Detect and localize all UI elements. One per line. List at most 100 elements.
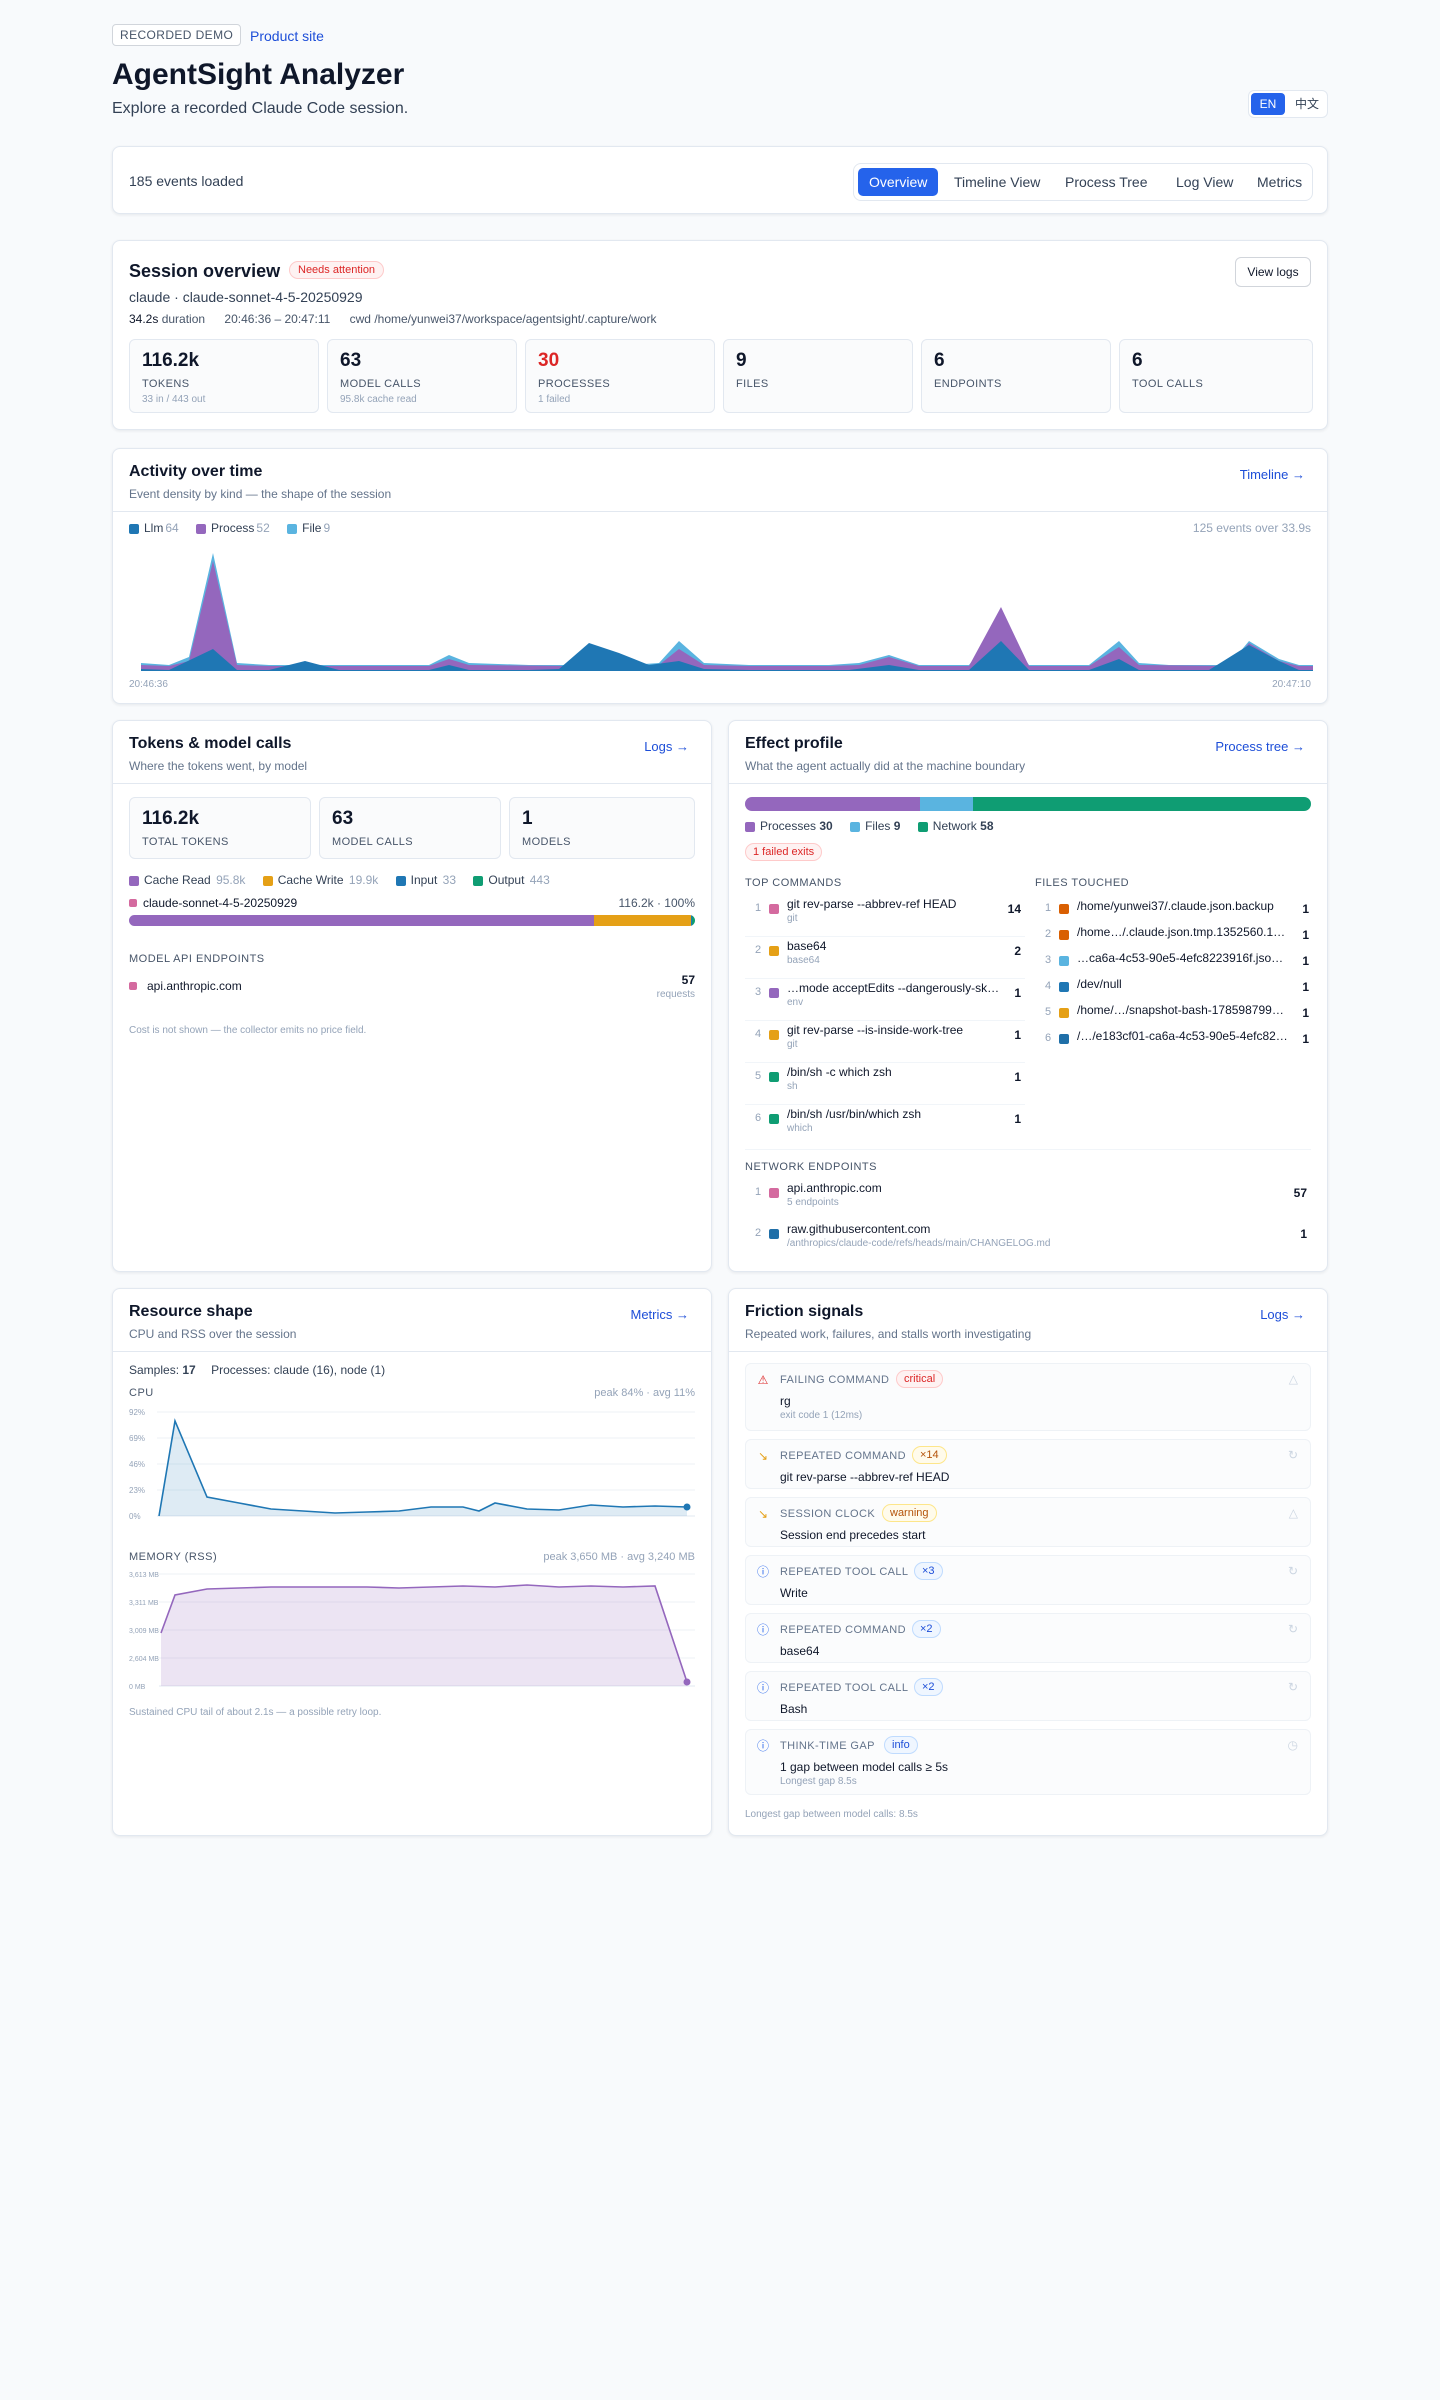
stat-total-tokens: 116.2k TOTAL TOKENS xyxy=(129,797,311,859)
file-count: 1 xyxy=(1302,902,1309,916)
lang-zh-button[interactable]: 中文 xyxy=(1294,97,1319,111)
friction-signal[interactable]: ↘ SESSION CLOCK warning Session end prec… xyxy=(745,1497,1311,1547)
processes-summary: Processes: claude (16), node (1) xyxy=(211,1363,386,1377)
tab-log-view[interactable]: Log View xyxy=(1176,174,1234,190)
stat-label: MODEL CALLS xyxy=(340,378,422,390)
network-sub: 5 endpoints xyxy=(787,1197,839,1208)
command-count: 1 xyxy=(1014,1028,1021,1042)
legend-count: 33 xyxy=(442,873,457,887)
friction-signal[interactable]: ⚠ FAILING COMMAND critical rg exit code … xyxy=(745,1363,1311,1431)
list-item[interactable]: 1 git rev-parse --abbrev-ref HEAD git 14 xyxy=(745,897,1025,937)
activity-llm-area xyxy=(141,641,1313,671)
effect-legend: Processes 30 Files 9 Network 58 xyxy=(745,819,994,833)
cpu-area xyxy=(159,1421,687,1516)
tokens-legend: Cache Read 95.8k Cache Write 19.9k Input… xyxy=(129,873,550,887)
row-swatch xyxy=(769,1114,779,1124)
stat-tool-calls: 6 TOOL CALLS xyxy=(1119,339,1313,413)
file-path: /home/…/snapshot-bash-1785987999… xyxy=(1077,1003,1289,1017)
list-item[interactable]: 2 /home…/.claude.json.tmp.1352560.17… 1 xyxy=(1035,923,1313,947)
model-total: 116.2k · 100% xyxy=(618,896,696,910)
legend-item-files: Files 9 xyxy=(850,819,900,833)
friction-signal[interactable]: ⓘ REPEATED COMMAND ×2 base64 ↻ xyxy=(745,1613,1311,1663)
stat-sub: 33 in / 443 out xyxy=(142,394,206,405)
command-text: base64 xyxy=(787,939,827,953)
signal-kind: REPEATED TOOL CALL xyxy=(780,1566,909,1578)
activity-summary: 125 events over 33.9s xyxy=(1192,521,1311,535)
friction-signal[interactable]: ⓘ THINK-TIME GAP info 1 gap between mode… xyxy=(745,1729,1311,1795)
tab-overview[interactable]: Overview xyxy=(858,168,939,196)
files-touched-list: 1 /home/yunwei37/.claude.json.backup 1 2… xyxy=(1035,897,1313,1057)
list-item[interactable]: 4 git rev-parse --is-inside-work-tree gi… xyxy=(745,1023,1025,1063)
metrics-link[interactable]: Metrics → xyxy=(630,1307,690,1322)
list-item[interactable]: 2 base64 base64 2 xyxy=(745,939,1025,979)
stat-tokens: 116.2k TOKENS 33 in / 443 out xyxy=(129,339,319,413)
demo-badge-label: RECORDED DEMO xyxy=(120,28,234,42)
tab-timeline-view[interactable]: Timeline View xyxy=(954,174,1041,190)
tab-metrics[interactable]: Metrics xyxy=(1257,174,1303,190)
list-item[interactable]: 6 /bin/sh /usr/bin/which zsh which 1 xyxy=(745,1107,1025,1147)
list-item[interactable]: 2 raw.githubusercontent.com /anthropics/… xyxy=(745,1222,1311,1262)
signal-kind: REPEATED COMMAND xyxy=(780,1450,906,1462)
friction-logs-link[interactable]: Logs → xyxy=(1260,1307,1305,1322)
activity-process-area xyxy=(141,561,1313,671)
legend-item-processes: Processes 30 xyxy=(745,819,833,833)
row-rank: 5 xyxy=(1045,1006,1052,1018)
memory-chart: 3,613 MB 3,311 MB 3,009 MB 2,604 MB 0 MB xyxy=(129,1572,695,1691)
product-site-link[interactable]: Product site xyxy=(250,28,324,44)
activity-card: Activity over time Event density by kind… xyxy=(112,448,1328,704)
friction-signal[interactable]: ⓘ REPEATED TOOL CALL ×2 Bash ↻ xyxy=(745,1671,1311,1721)
stat-endpoints: 6 ENDPOINTS xyxy=(921,339,1111,413)
row-swatch xyxy=(769,988,779,998)
timeline-link[interactable]: Timeline → xyxy=(1239,467,1305,482)
memory-tick: 3,311 MB xyxy=(129,1600,159,1607)
tokens-logs-link[interactable]: Logs → xyxy=(644,739,689,754)
friction-title: Friction signals xyxy=(745,1303,864,1320)
friction-signal[interactable]: ↘ REPEATED COMMAND ×14 git rev-parse --a… xyxy=(745,1439,1311,1489)
friction-signal[interactable]: ⓘ REPEATED TOOL CALL ×3 Write ↻ xyxy=(745,1555,1311,1605)
warning-icon: ⚠ xyxy=(757,1373,769,1387)
effect-header: Effect profile What the agent actually d… xyxy=(745,735,1311,773)
row-swatch xyxy=(1059,982,1069,992)
row-swatch xyxy=(1059,930,1069,940)
process-tree-link[interactable]: Process tree → xyxy=(1215,739,1305,754)
duration-label: duration xyxy=(161,312,206,326)
bar-segment-input xyxy=(690,915,693,926)
list-item[interactable]: 5 /home/…/snapshot-bash-1785987999… 1 xyxy=(1035,1001,1313,1025)
command-count: 1 xyxy=(1014,1112,1021,1126)
list-item[interactable]: 1 api.anthropic.com 5 endpoints 57 xyxy=(745,1181,1311,1221)
legend-item-process: Process 52 xyxy=(196,521,270,535)
row-swatch xyxy=(769,1072,779,1082)
legend-swatch xyxy=(196,523,207,534)
legend-count: 95.8k xyxy=(216,873,246,887)
tab-process-tree[interactable]: Process Tree xyxy=(1065,174,1148,190)
signal-kind: SESSION CLOCK xyxy=(780,1508,876,1520)
command-text: …mode acceptEdits --dangerously-ski… xyxy=(787,981,1001,995)
stat-label: TOKENS xyxy=(142,378,190,390)
page-title: AgentSight Analyzer xyxy=(112,58,405,91)
stat-value: 6 xyxy=(934,350,945,371)
stat-label: ENDPOINTS xyxy=(934,378,1002,390)
cpu-chart: 92% 69% 46% 23% 0% xyxy=(129,1408,695,1519)
list-item[interactable]: 1 /home/yunwei37/.claude.json.backup 1 xyxy=(1035,897,1313,921)
cwd-path: cwd /home/yunwei37/workspace/agentsight/… xyxy=(349,312,657,326)
failed-exits-badge[interactable]: 1 failed exits xyxy=(745,843,823,861)
legend-swatch xyxy=(395,875,406,886)
stat-value: 6 xyxy=(1132,350,1143,371)
session-agent: claude · claude-sonnet-4-5-20250929 xyxy=(129,289,363,305)
list-item[interactable]: 5 /bin/sh -c which zsh sh 1 xyxy=(745,1065,1025,1105)
lang-en-button[interactable]: EN xyxy=(1251,93,1285,115)
list-item[interactable]: 4 /dev/null 1 xyxy=(1035,975,1313,999)
signal-badge: info xyxy=(884,1736,918,1754)
list-item[interactable]: 6 /…/e183cf01-ca6a-4c53-90e5-4efc822… 1 xyxy=(1035,1027,1313,1051)
list-item[interactable]: 3 …mode acceptEdits --dangerously-ski… e… xyxy=(745,981,1025,1021)
repeat-icon: ↻ xyxy=(1287,1622,1298,1636)
legend-item-input: Input 33 xyxy=(395,873,457,887)
cpu-summary: peak 84% · avg 11% xyxy=(594,1387,695,1399)
signal-badge: critical xyxy=(896,1370,944,1388)
signal-badge: ×2 xyxy=(914,1678,943,1696)
view-logs-button[interactable]: View logs xyxy=(1235,257,1311,287)
list-item[interactable]: 3 …ca6a-4c53-90e5-4efc8223916f.json… 1 xyxy=(1035,949,1313,973)
memory-label: MEMORY (RSS) xyxy=(129,1551,218,1563)
resource-subtitle: CPU and RSS over the session xyxy=(129,1327,297,1341)
legend-label: Process xyxy=(211,521,255,535)
